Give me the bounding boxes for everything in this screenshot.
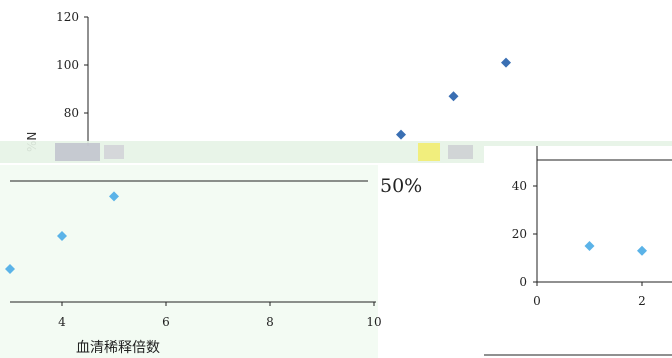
panel-front-left: 50% 4 6 8 10 血清稀释倍数 [0,165,422,358]
left-reference-label: 50% [380,175,422,197]
left-data-point [5,264,15,274]
left-data-point [57,231,67,241]
right-y-tick-label: 40 [512,179,527,193]
back-y-ticks: 120 100 80 [56,10,88,120]
right-series-points [584,241,647,256]
left-plot-background [0,165,378,358]
right-data-point [637,245,647,256]
left-series-points [5,191,119,274]
left-x-tick-label: 8 [266,315,274,329]
left-x-tick-label: 6 [162,315,170,329]
back-series-points [396,57,511,140]
back-y-tick-label: 80 [64,106,79,120]
left-data-point [109,191,119,202]
left-x-ticks: 4 6 8 10 [58,302,382,329]
right-y-ticks: 40 20 0 [512,179,537,289]
left-x-tick-label: 10 [366,315,381,329]
back-data-point [448,91,459,102]
back-data-point [396,129,406,140]
left-x-tick-label: 4 [58,315,66,329]
left-x-axis-title: 血清稀释倍数 [76,340,160,356]
glitch-block-left [55,143,100,161]
back-y-tick-label: 100 [56,58,79,72]
right-y-tick-label: 0 [519,275,527,289]
right-y-tick-label: 20 [512,227,527,241]
glitch-block-right [448,145,473,159]
right-x-tick-label: 2 [638,294,646,308]
right-x-tick-label: 0 [533,294,541,308]
glitch-block-left-2 [104,145,124,159]
back-y-tick-label: 120 [56,10,79,24]
back-data-point [501,57,511,68]
glitch-block-yellow [418,143,440,161]
right-data-point [584,241,595,251]
